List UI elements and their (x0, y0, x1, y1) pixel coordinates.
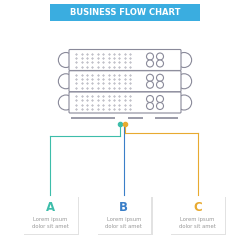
Text: A: A (46, 201, 54, 214)
FancyBboxPatch shape (98, 196, 152, 235)
FancyBboxPatch shape (69, 92, 181, 113)
Circle shape (156, 102, 164, 110)
Text: BUSINESS FLOW CHART: BUSINESS FLOW CHART (70, 8, 180, 17)
Circle shape (146, 53, 154, 60)
Circle shape (58, 74, 74, 89)
Circle shape (176, 52, 192, 68)
Text: Lorem ipsum
dolor sit amet: Lorem ipsum dolor sit amet (32, 217, 68, 229)
Circle shape (156, 53, 164, 60)
Text: Lorem ipsum
dolor sit amet: Lorem ipsum dolor sit amet (105, 217, 142, 229)
Text: Lorem ipsum
dolor sit amet: Lorem ipsum dolor sit amet (179, 217, 216, 229)
Circle shape (146, 102, 154, 110)
Circle shape (156, 96, 164, 102)
FancyBboxPatch shape (24, 196, 79, 235)
Circle shape (146, 74, 154, 81)
FancyBboxPatch shape (69, 71, 181, 92)
Circle shape (58, 95, 74, 110)
Circle shape (146, 60, 154, 67)
Circle shape (58, 52, 74, 68)
FancyBboxPatch shape (22, 195, 78, 234)
Circle shape (156, 81, 164, 88)
Circle shape (176, 95, 192, 110)
Circle shape (146, 81, 154, 88)
Circle shape (156, 74, 164, 81)
FancyBboxPatch shape (170, 195, 225, 234)
FancyBboxPatch shape (69, 50, 181, 70)
Text: C: C (193, 201, 202, 214)
FancyBboxPatch shape (96, 195, 151, 234)
Text: B: B (119, 201, 128, 214)
Circle shape (176, 74, 192, 89)
Circle shape (146, 96, 154, 102)
FancyBboxPatch shape (171, 196, 226, 235)
Circle shape (156, 60, 164, 67)
FancyBboxPatch shape (50, 4, 200, 21)
